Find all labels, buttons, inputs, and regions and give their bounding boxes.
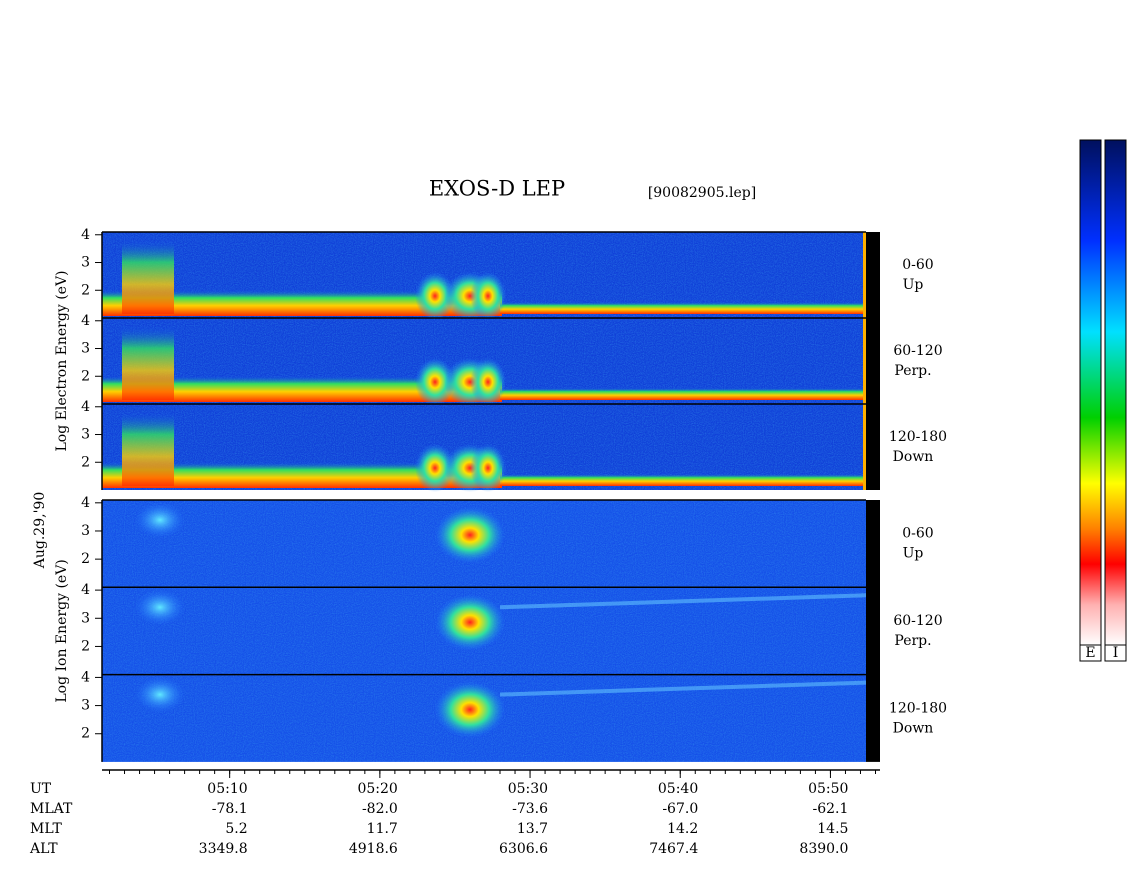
ephemeris-value: 14.2 — [667, 821, 698, 837]
electron-burst — [122, 326, 174, 400]
ephemeris-value: -62.1 — [813, 801, 849, 817]
y-tick-label: 4 — [81, 669, 90, 685]
panel-label: 60-120 — [893, 613, 942, 629]
y-tick-label: 2 — [81, 551, 90, 567]
y-axis-label: Log Electron Energy (eV) — [54, 270, 70, 451]
ephemeris-label: MLT — [30, 821, 62, 837]
electron-burst — [415, 358, 455, 406]
panel-label: 0-60 — [902, 257, 933, 273]
electron-band — [500, 474, 866, 486]
ephemeris-value: 11.7 — [367, 821, 398, 837]
title: EXOS-D LEP — [429, 177, 565, 201]
electron-burst — [122, 412, 174, 486]
ephemeris-value: 13.7 — [517, 821, 548, 837]
x-tick-label: 05:10 — [207, 781, 247, 797]
ion-beam — [135, 502, 185, 538]
ephemeris-value: -67.0 — [662, 801, 698, 817]
ephemeris-label: UT — [30, 781, 52, 797]
ephemeris-value: 3349.8 — [199, 841, 248, 857]
panel-label: Down — [893, 720, 934, 736]
y-tick-label: 3 — [81, 427, 90, 443]
panel-label: 0-60 — [902, 526, 933, 542]
colorbar-label: I — [1113, 645, 1119, 661]
ion-burst — [435, 681, 505, 738]
panel-label: Up — [903, 277, 924, 293]
ion-burst — [435, 507, 505, 563]
panel-label: 120-180 — [889, 700, 947, 716]
ephemeris-value: -82.0 — [362, 801, 398, 817]
ephemeris-value: 5.2 — [225, 821, 247, 837]
electron-burst — [470, 358, 506, 406]
y-tick-label: 2 — [81, 726, 90, 742]
panel-label: Perp. — [894, 633, 931, 649]
no-data — [866, 232, 880, 490]
y-tick-label: 4 — [81, 227, 90, 243]
colorbar — [1079, 139, 1102, 646]
y-tick-label: 3 — [81, 698, 90, 714]
no-data — [866, 500, 880, 762]
electron-burst — [470, 272, 506, 320]
panel-label: Down — [893, 449, 934, 465]
colorbar — [1104, 139, 1127, 646]
colorbar-label: E — [1085, 645, 1095, 661]
data-end-marker — [863, 318, 866, 404]
electron-band — [500, 388, 866, 400]
y-tick-label: 3 — [81, 523, 90, 539]
electron-band — [500, 302, 866, 314]
panel-label: 60-120 — [893, 343, 942, 359]
ephemeris-value: 6306.6 — [499, 841, 548, 857]
y-tick-label: 2 — [81, 282, 90, 298]
ion-beam — [499, 680, 867, 697]
y-tick-label: 4 — [81, 495, 90, 511]
ephemeris-label: ALT — [29, 841, 58, 857]
electron-burst — [122, 240, 174, 314]
ephemeris-value: 8390.0 — [799, 841, 848, 857]
y-tick-label: 4 — [81, 399, 90, 415]
y-tick-label: 4 — [81, 582, 90, 598]
panel-label: 120-180 — [889, 429, 947, 445]
ion-beam — [135, 589, 185, 626]
y-tick-label: 3 — [81, 341, 90, 357]
ephemeris-value: 4918.6 — [349, 841, 398, 857]
x-tick-label: 05:50 — [808, 781, 848, 797]
electron-burst — [415, 272, 455, 320]
y-tick-label: 3 — [81, 255, 90, 271]
data-end-marker — [863, 404, 866, 490]
panel-label: Perp. — [894, 363, 931, 379]
ephemeris-label: MLAT — [30, 801, 73, 817]
x-tick-label: 05:30 — [508, 781, 548, 797]
y-tick-label: 2 — [81, 368, 90, 384]
x-tick-label: 05:20 — [357, 781, 397, 797]
date: Aug.29,'90 — [32, 492, 48, 569]
ion-burst — [435, 594, 505, 651]
ephemeris-value: 7467.4 — [649, 841, 698, 857]
colorbar-label-box — [1104, 644, 1127, 662]
y-tick-label: 4 — [81, 313, 90, 329]
panel-label: Up — [903, 546, 924, 562]
ephemeris-value: 14.5 — [817, 821, 848, 837]
y-tick-label: 2 — [81, 454, 90, 470]
y-axis-label: Log Ion Energy (eV) — [54, 559, 70, 702]
ephemeris-value: -78.1 — [212, 801, 248, 817]
ephemeris-value: -73.6 — [512, 801, 548, 817]
y-tick-label: 2 — [81, 638, 90, 654]
electron-burst — [470, 444, 506, 492]
colorbar-label-box — [1079, 644, 1102, 662]
file-name: [90082905.lep] — [648, 185, 756, 201]
data-end-marker — [863, 232, 866, 318]
ion-beam — [135, 676, 185, 713]
ion-beam — [499, 593, 867, 610]
y-tick-label: 3 — [81, 610, 90, 626]
electron-burst — [415, 444, 455, 492]
x-tick-label: 05:40 — [658, 781, 698, 797]
